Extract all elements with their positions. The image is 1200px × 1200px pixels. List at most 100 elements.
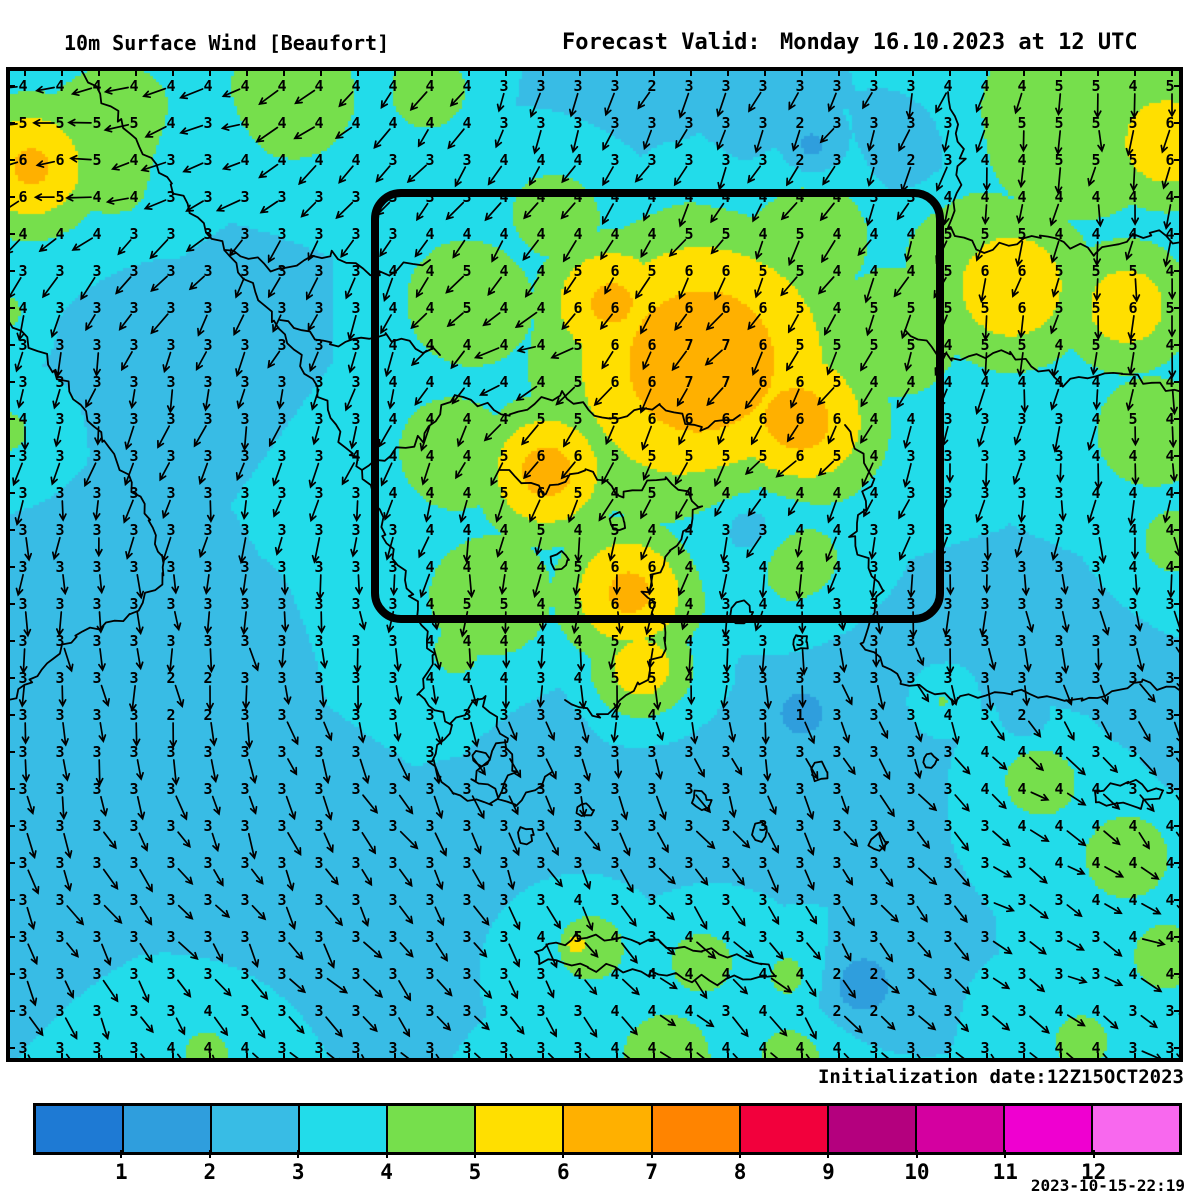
- colorbar-tick: [827, 1150, 830, 1158]
- wind-vector: 5: [571, 595, 583, 635]
- wind-vector: 4: [1091, 817, 1121, 846]
- colorbar-label: 11: [992, 1160, 1018, 1184]
- svg-text:3: 3: [869, 706, 878, 724]
- svg-text:4: 4: [277, 77, 286, 95]
- wind-vector: 3: [129, 558, 145, 600]
- wind-vector: 3: [1091, 632, 1103, 672]
- wind-vector: 3: [499, 891, 521, 931]
- svg-text:3: 3: [758, 151, 767, 169]
- wind-vector: 3: [55, 706, 69, 747]
- svg-text:3: 3: [869, 743, 878, 761]
- wind-vector: 3: [758, 706, 770, 746]
- wind-vector: 5: [103, 114, 139, 133]
- svg-text:3: 3: [314, 225, 323, 243]
- svg-text:3: 3: [906, 632, 915, 650]
- wind-vector: 4: [1091, 225, 1102, 267]
- wind-vector: 4: [675, 484, 694, 521]
- svg-text:3: 3: [351, 1002, 360, 1020]
- wind-vector: 6: [1127, 299, 1138, 341]
- wind-vector: 4: [425, 669, 439, 706]
- svg-text:5: 5: [1091, 151, 1100, 169]
- wind-vector: 4: [144, 114, 176, 138]
- wind-vector: 4: [1086, 484, 1101, 524]
- svg-text:3: 3: [55, 595, 64, 613]
- wind-vector: 3: [236, 373, 250, 410]
- wind-vector: 3: [906, 1039, 924, 1062]
- wind-vector: 3: [869, 928, 894, 963]
- svg-text:3: 3: [166, 299, 175, 317]
- wind-vector: 3: [128, 373, 139, 410]
- wind-vector: 4: [980, 188, 990, 226]
- svg-text:3: 3: [684, 151, 693, 169]
- wind-vector: 3: [536, 854, 563, 888]
- wind-vector: 4: [943, 706, 960, 745]
- wind-vector: 3: [573, 706, 590, 744]
- svg-text:5: 5: [832, 336, 841, 354]
- svg-text:3: 3: [536, 817, 545, 835]
- svg-text:3: 3: [55, 928, 64, 946]
- svg-text:3: 3: [203, 225, 212, 243]
- wind-vector: 3: [499, 743, 522, 779]
- wind-vector: 6: [1011, 262, 1027, 298]
- svg-text:3: 3: [943, 447, 952, 465]
- wind-vector: 4: [825, 521, 842, 563]
- svg-text:4: 4: [1091, 891, 1100, 909]
- wind-vector: 3: [425, 1039, 443, 1062]
- wind-vector: 3: [1017, 891, 1049, 920]
- wind-vector: 3: [18, 706, 30, 745]
- wind-vector: 3: [240, 928, 260, 968]
- svg-text:3: 3: [980, 484, 989, 502]
- wind-vector: 3: [1054, 447, 1065, 484]
- wind-vector: 5: [646, 632, 657, 670]
- wind-vector: 3: [268, 410, 287, 448]
- svg-text:3: 3: [351, 336, 360, 354]
- svg-text:3: 3: [129, 891, 138, 909]
- wind-vector: 3: [832, 632, 848, 674]
- svg-text:4: 4: [92, 225, 101, 243]
- wind-vector: 3: [570, 114, 583, 154]
- wind-vector: 3: [832, 669, 853, 706]
- wind-vector: 4: [255, 114, 287, 143]
- svg-text:3: 3: [684, 77, 693, 95]
- wind-vector: 4: [573, 521, 583, 564]
- svg-text:3: 3: [55, 706, 64, 724]
- svg-text:6: 6: [610, 299, 619, 317]
- wind-vector: 3: [935, 151, 953, 192]
- wind-vector: 3: [150, 299, 176, 335]
- svg-text:3: 3: [55, 484, 64, 502]
- svg-text:3: 3: [536, 706, 545, 724]
- wind-vector: 5: [608, 632, 620, 671]
- wind-vector: 3: [388, 928, 414, 958]
- wind-vector: 4: [721, 928, 755, 959]
- wind-vector: 4: [860, 373, 879, 408]
- wind-vector: 3: [351, 1002, 378, 1033]
- wind-vector: 3: [185, 188, 213, 212]
- wind-vector: 4: [1163, 188, 1175, 230]
- svg-text:4: 4: [943, 706, 952, 724]
- svg-text:4: 4: [610, 928, 619, 946]
- svg-text:3: 3: [277, 447, 286, 465]
- wind-vector: 3: [277, 891, 297, 931]
- svg-text:3: 3: [166, 558, 175, 576]
- svg-text:5: 5: [1054, 151, 1063, 169]
- wind-vector: 3: [277, 780, 297, 821]
- wind-vector: 4: [258, 151, 287, 179]
- wind-vector: 5: [865, 299, 879, 337]
- svg-text:4: 4: [536, 373, 545, 391]
- svg-text:3: 3: [832, 595, 841, 613]
- wind-vector: 4: [758, 558, 768, 599]
- svg-text:3: 3: [1128, 632, 1137, 650]
- svg-text:5: 5: [684, 447, 693, 465]
- wind-vector: 3: [536, 891, 562, 930]
- wind-vector: 3: [943, 928, 970, 962]
- svg-text:5: 5: [647, 447, 656, 465]
- svg-text:6: 6: [573, 447, 582, 465]
- wind-vector: 3: [832, 743, 856, 776]
- wind-vector: 3: [80, 262, 102, 301]
- svg-text:3: 3: [240, 188, 249, 206]
- svg-text:3: 3: [129, 854, 138, 872]
- svg-text:3: 3: [1017, 1002, 1026, 1020]
- wind-vector: 3: [129, 1002, 154, 1034]
- svg-text:3: 3: [832, 77, 841, 95]
- svg-text:3: 3: [462, 780, 471, 798]
